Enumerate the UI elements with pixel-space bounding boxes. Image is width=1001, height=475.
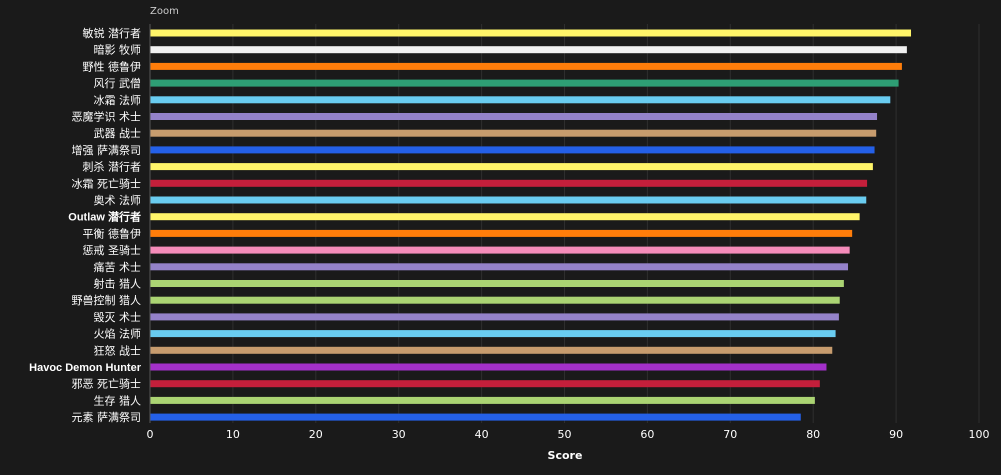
x-tick-label: 50 xyxy=(558,428,572,441)
category-label: 恶魔学识 术士 xyxy=(72,110,142,124)
bar[interactable] xyxy=(150,296,840,304)
bar[interactable] xyxy=(150,163,873,171)
x-tick-label: 100 xyxy=(969,428,990,441)
category-label: 火焰 法师 xyxy=(94,327,142,341)
bar[interactable] xyxy=(150,129,877,137)
category-label: 增强 萨满祭司 xyxy=(72,143,142,157)
x-tick-label: 40 xyxy=(475,428,489,441)
category-label: 敏锐 潜行者 xyxy=(83,26,142,40)
x-axis-title: Score xyxy=(548,449,583,462)
x-tick-label: 30 xyxy=(392,428,406,441)
category-label: 风行 武僧 xyxy=(94,77,142,90)
category-label: 邪恶 死亡骑士 xyxy=(72,377,142,391)
bar[interactable] xyxy=(150,96,891,104)
x-tick-label: 80 xyxy=(806,428,820,441)
x-tick-label: 70 xyxy=(723,428,737,441)
category-label: 惩戒 圣骑士 xyxy=(83,244,142,257)
bars xyxy=(150,29,912,421)
x-tick-label: 90 xyxy=(889,428,903,441)
bar[interactable] xyxy=(150,396,815,404)
category-label: 痛苦 术士 xyxy=(94,260,142,274)
bar[interactable] xyxy=(150,62,902,70)
category-label: 元素 萨满祭司 xyxy=(72,411,142,424)
category-label: 刺杀 潜行者 xyxy=(83,160,142,174)
category-label: 冰霜 死亡骑士 xyxy=(72,176,142,190)
zoom-label[interactable]: Zoom xyxy=(150,6,179,17)
category-label: Outlaw 潜行者 xyxy=(68,210,141,224)
category-label: 狂怒 战士 xyxy=(94,343,142,357)
grid-lines xyxy=(149,24,980,423)
x-tick-label: 60 xyxy=(640,428,654,441)
bar[interactable] xyxy=(150,246,850,254)
bar[interactable] xyxy=(150,330,836,338)
bar[interactable] xyxy=(150,146,875,154)
bar[interactable] xyxy=(150,196,867,204)
bar[interactable] xyxy=(150,280,844,287)
x-tick-label: 20 xyxy=(309,428,323,441)
bar[interactable] xyxy=(150,346,833,354)
category-label: 武器 战士 xyxy=(94,127,142,140)
bar[interactable] xyxy=(150,179,868,187)
category-label: 奥术 法师 xyxy=(94,193,142,207)
bar[interactable] xyxy=(150,263,849,271)
bar[interactable] xyxy=(150,229,853,237)
category-label: 平衡 德鲁伊 xyxy=(83,226,142,240)
category-label: 暗影 牧师 xyxy=(94,43,142,57)
bar[interactable] xyxy=(150,413,801,421)
x-tick-label: 10 xyxy=(226,428,240,441)
category-label: 射击 猎人 xyxy=(94,277,142,291)
bar[interactable] xyxy=(150,79,899,87)
bar[interactable] xyxy=(150,213,860,221)
x-tick-label: 0 xyxy=(147,428,154,441)
bar[interactable] xyxy=(150,313,839,321)
bar[interactable] xyxy=(150,29,912,37)
category-label: 生存 猎人 xyxy=(94,393,142,407)
category-label: 毁灭 术士 xyxy=(94,310,142,324)
bar[interactable] xyxy=(150,113,878,120)
category-label: Havoc Demon Hunter xyxy=(29,362,142,374)
bar[interactable] xyxy=(150,46,907,54)
category-label: 冰霜 法师 xyxy=(94,93,142,107)
category-label: 野性 德鲁伊 xyxy=(83,59,142,73)
x-axis-ticks: 0 10 20 30 40 50 60 70 80 90 100 xyxy=(147,428,990,441)
bar[interactable] xyxy=(150,363,827,371)
category-label: 野兽控制 猎人 xyxy=(72,293,142,307)
bar[interactable] xyxy=(150,380,820,388)
